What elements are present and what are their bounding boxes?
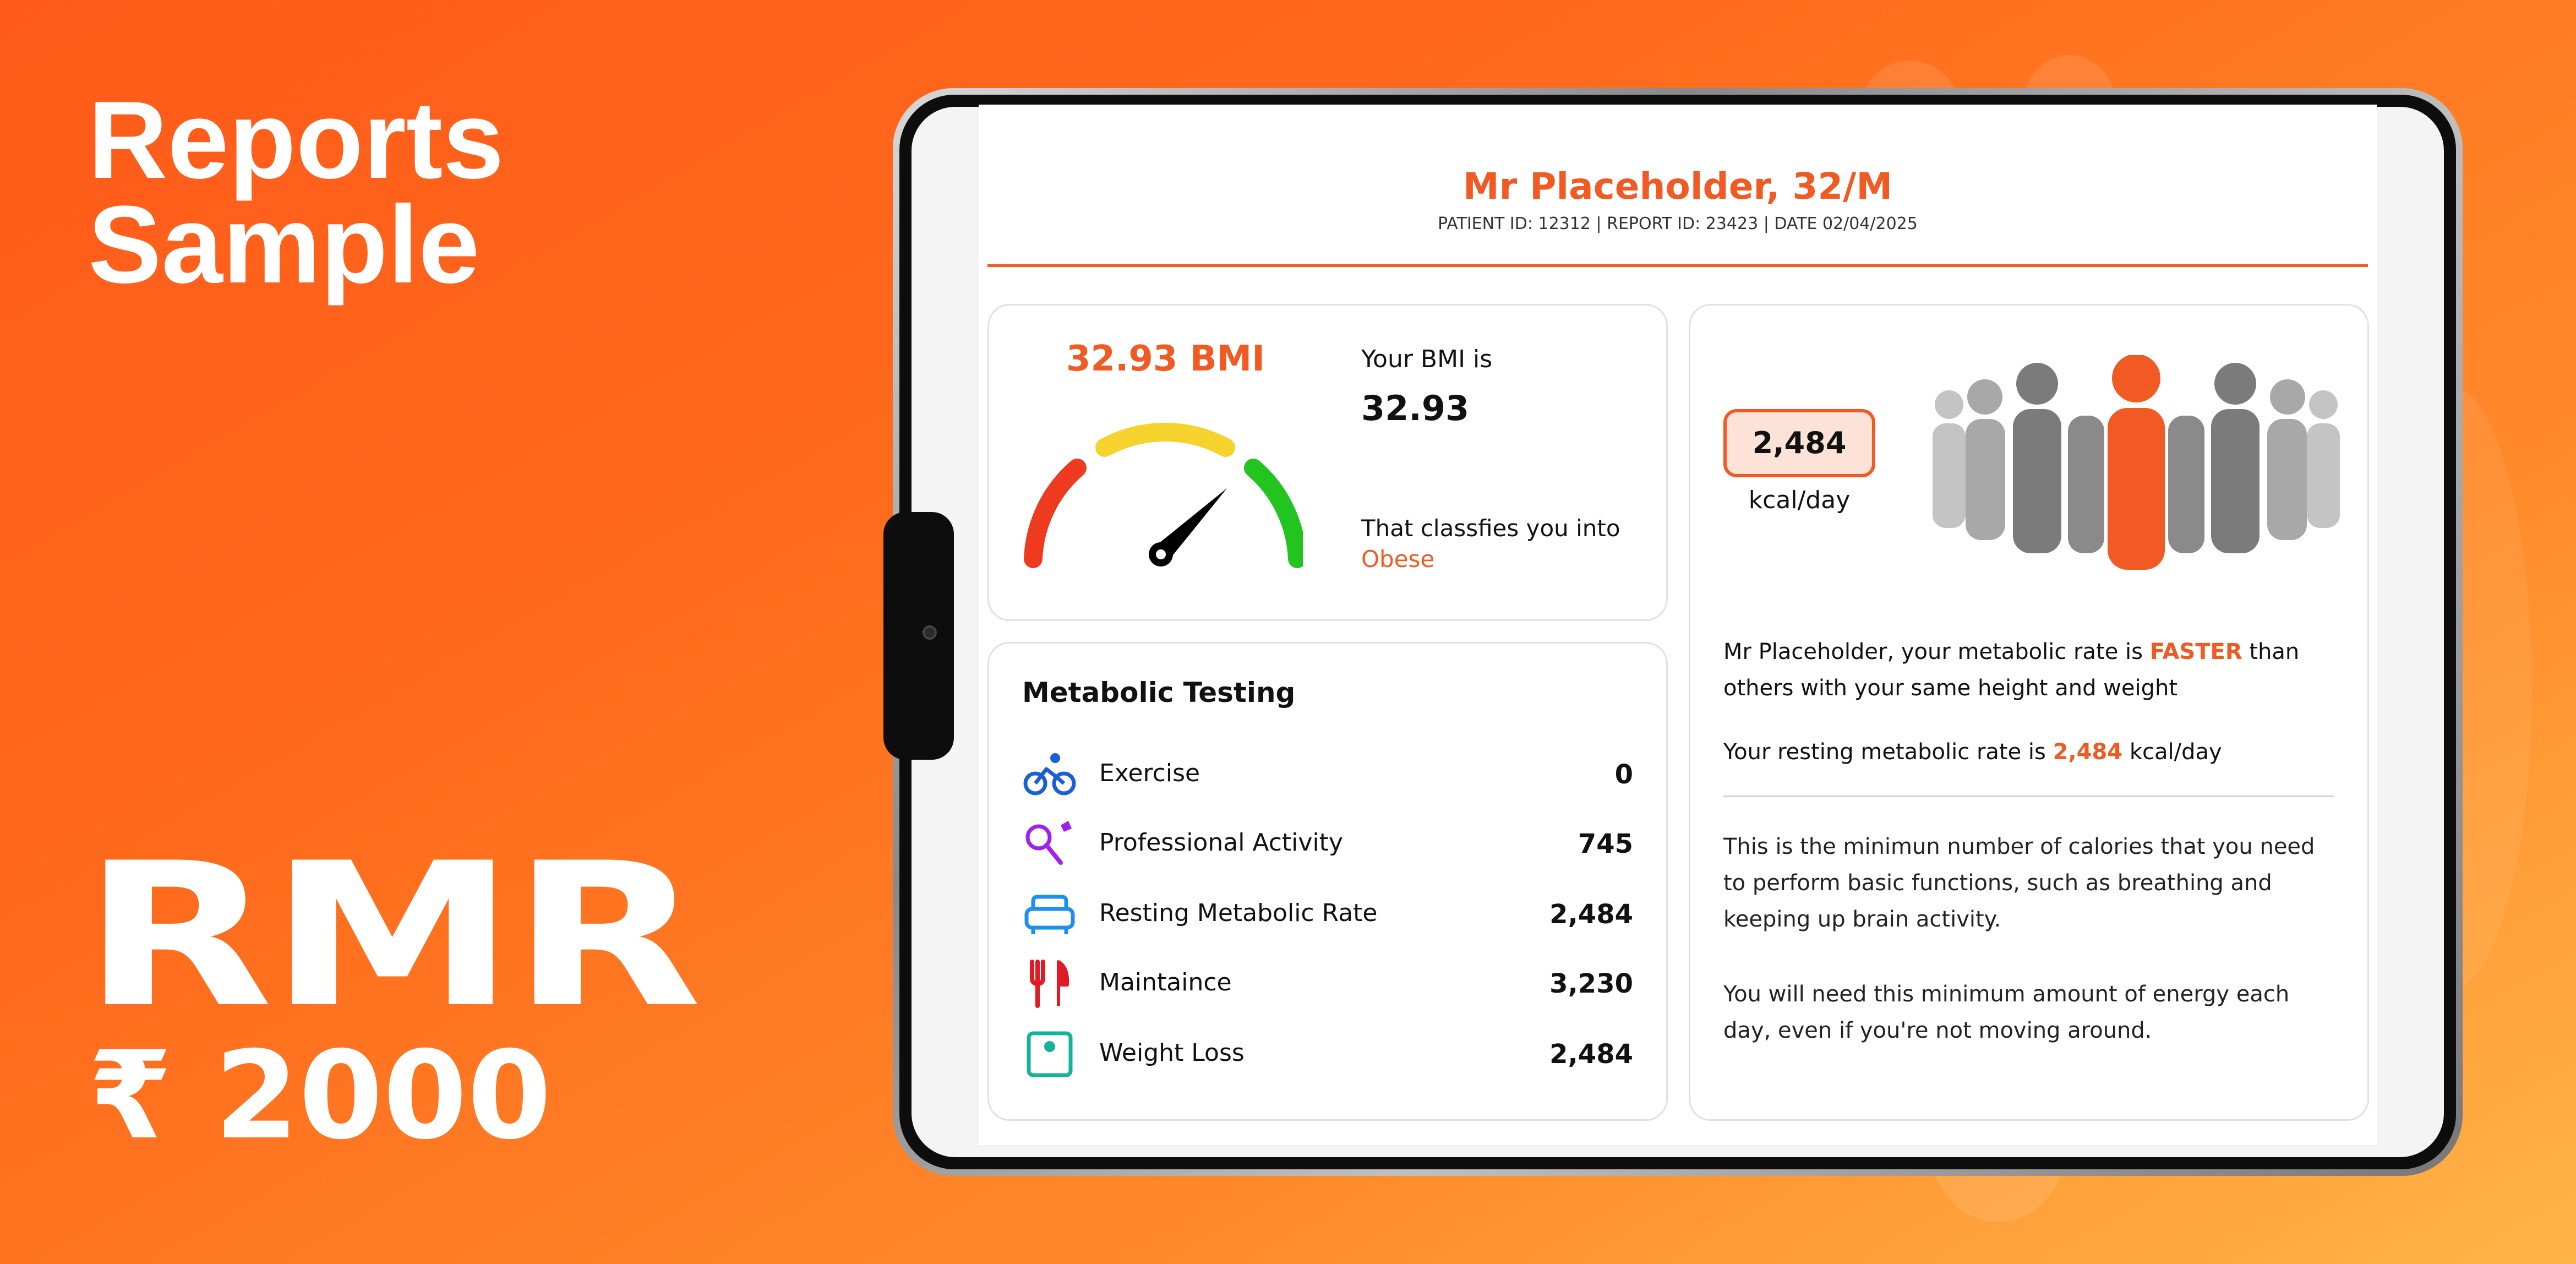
metabolic-title: Metabolic Testing (1022, 677, 1296, 709)
report-page: Mr Placeholder, 32/M PATIENT ID: 12312 |… (979, 105, 2377, 1145)
tablet-camera-bar (883, 512, 954, 760)
patient-meta: PATIENT ID: 12312 | REPORT ID: 23423 | D… (1438, 214, 1918, 233)
rmr-comparison-text: Mr Placeholder, your metabolic rate is F… (1723, 634, 2334, 706)
fork-knife-icon (1030, 960, 1069, 1008)
metabolic-card: Metabolic Testing Exercise 0 Professiona… (987, 642, 1668, 1121)
kcal-unit: kcal/day (1748, 486, 1851, 514)
sofa-icon (1024, 895, 1075, 934)
metabolic-row-label: Professional Activity (1099, 829, 1343, 857)
kcal-badge: 2,484 (1723, 409, 1875, 477)
bicycle-icon (1023, 753, 1076, 796)
report-header: Mr Placeholder, 32/M PATIENT ID: 12312 |… (979, 165, 2377, 233)
scale-icon (1027, 1031, 1073, 1077)
bmi-class-label: That classfies you into (1361, 515, 1620, 542)
metabolic-row-exercise: Exercise 0 (1022, 744, 1633, 799)
rmr-resting-part1: Your resting metabolic rate is (1723, 739, 2046, 765)
promo-price: ₹ 2000 (88, 1025, 552, 1166)
rmr-explanation-2: You will need this minimum amount of ene… (1723, 982, 2290, 1043)
bmi-value: 32.93 (1361, 388, 1470, 428)
rmr-explanation-1: This is the minimun number of calories t… (1723, 834, 2315, 932)
promo-product-name: RMR (83, 820, 702, 1051)
metabolic-row-value: 3,230 (1549, 968, 1633, 999)
metabolic-row-resting-metabolic-rate: Resting Metabolic Rate 2,484 (1022, 884, 1633, 939)
bmi-label: Your BMI is (1361, 345, 1493, 373)
metabolic-row-value: 0 (1614, 759, 1633, 790)
metabolic-row-value: 2,484 (1549, 899, 1633, 930)
bmi-classification: Obese (1361, 546, 1435, 573)
gauge-arc-mid (1095, 423, 1235, 457)
promo-title: Reports Sample (88, 79, 504, 306)
bmi-gauge (1024, 423, 1303, 568)
rmr-comparison-part1: Mr Placeholder, your metabolic rate is (1723, 639, 2143, 664)
promo-title-line1: Reports (88, 79, 504, 201)
gauge-arc-high (1244, 459, 1303, 568)
gauge-needle (1149, 488, 1227, 566)
rmr-comparison-highlight: FASTER (2149, 639, 2242, 664)
gauge-arc-low (1024, 459, 1087, 568)
metabolic-row-maintaince: Maintaince 3,230 (1022, 953, 1633, 1008)
promo-title-line2: Sample (88, 183, 480, 306)
bmi-headline: 32.93 BMI (1066, 339, 1265, 379)
patient-name: Mr Placeholder, 32/M (1462, 165, 1893, 208)
rmr-resting-unit: kcal/day (2129, 739, 2222, 765)
rmr-card: 2,484 kcal/day (1689, 304, 2369, 1121)
bmi-card: 32.93 BMI Your BMI is 32.93 That classfi… (987, 304, 1668, 621)
metabolic-row-value: 2,484 (1549, 1039, 1633, 1070)
metabolic-row-weight-loss: Weight Loss 2,484 (1022, 1023, 1633, 1078)
metabolic-row-label: Maintaince (1099, 968, 1232, 996)
people-group-icon (1933, 355, 2340, 570)
metabolic-row-label: Weight Loss (1099, 1039, 1245, 1067)
metabolic-row-professional-activity: Professional Activity 745 (1022, 813, 1633, 868)
rmr-divider (1723, 796, 2334, 797)
badminton-icon (1025, 821, 1072, 865)
rmr-comparison-part2: than others with your same height and we… (1723, 639, 2300, 701)
metabolic-row-label: Exercise (1099, 759, 1200, 787)
header-divider (987, 264, 2368, 267)
rmr-resting-value: 2,484 (2053, 739, 2123, 765)
camera-icon (923, 625, 937, 640)
rmr-resting-text: Your resting metabolic rate is 2,484 kca… (1723, 734, 2334, 770)
metabolic-row-value: 745 (1578, 829, 1633, 859)
metabolic-row-label: Resting Metabolic Rate (1099, 899, 1378, 927)
